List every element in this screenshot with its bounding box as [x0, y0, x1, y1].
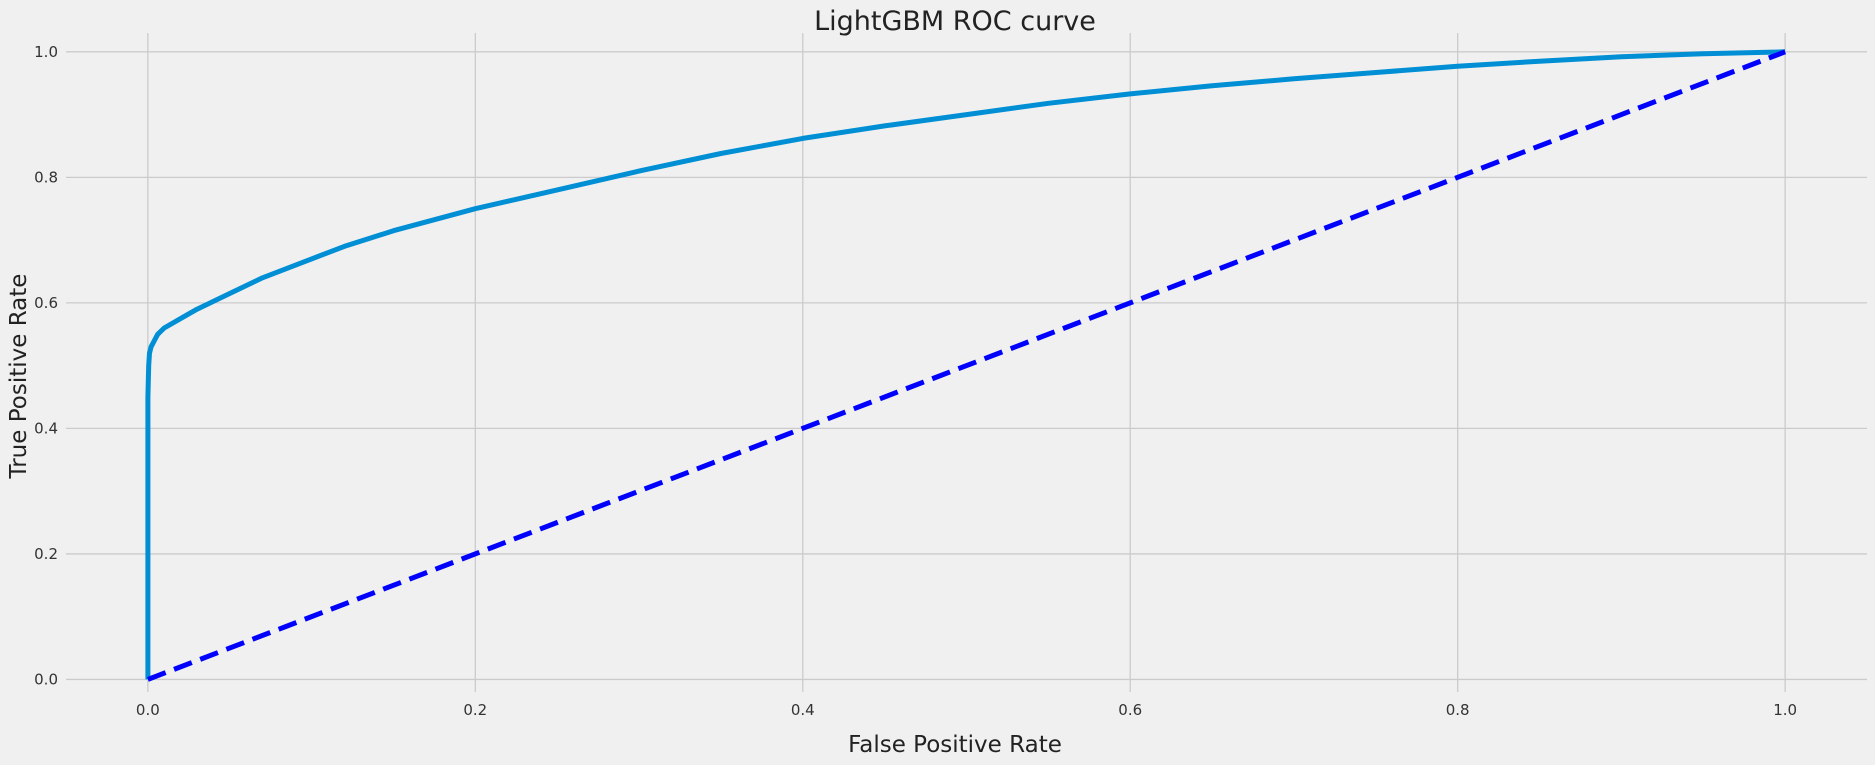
x-tick-label: 0.6: [1118, 701, 1142, 719]
y-tick-label: 0.4: [34, 419, 58, 437]
y-tick-label: 0.8: [34, 168, 58, 186]
y-tick-labels: 0.0 0.2 0.4 0.6 0.8 1.0: [34, 43, 58, 689]
x-tick-label: 1.0: [1773, 701, 1797, 719]
x-axis-label: False Positive Rate: [848, 732, 1062, 758]
roc-curve-line: [145, 49, 1786, 680]
grid-lines: [66, 33, 1867, 692]
x-tick-label: 0.8: [1446, 701, 1470, 719]
x-tick-label: 0.0: [136, 701, 160, 719]
chart-title: LightGBM ROC curve: [814, 6, 1096, 37]
y-axis-label: True Positive Rate: [6, 274, 32, 480]
x-tick-labels: 0.0 0.2 0.4 0.6 0.8 1.0: [136, 701, 1797, 719]
y-tick-label: 0.2: [34, 545, 58, 563]
y-tick-label: 0.0: [34, 670, 58, 688]
series-layer: [145, 49, 1786, 682]
chance-diagonal-line: [147, 49, 1786, 682]
y-tick-label: 0.6: [34, 294, 58, 312]
x-tick-label: 0.4: [791, 701, 815, 719]
y-tick-label: 1.0: [34, 43, 58, 61]
x-tick-label: 0.2: [463, 701, 487, 719]
